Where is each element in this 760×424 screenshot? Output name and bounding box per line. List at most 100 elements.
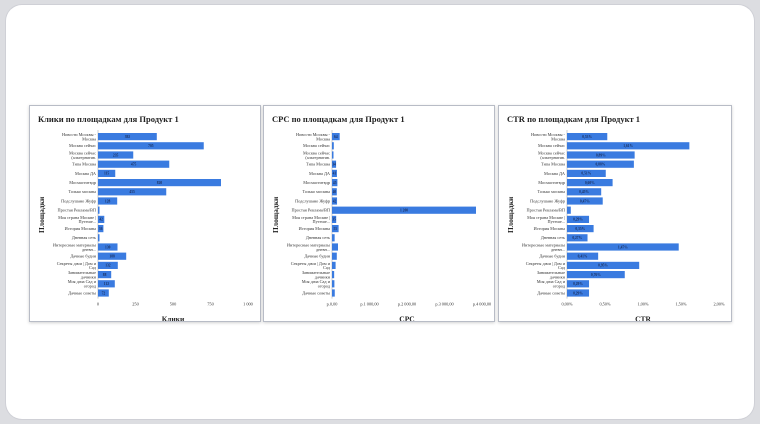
category-label: Интересные материалы дневн...	[522, 242, 565, 251]
x-tick-label: 1,50%	[675, 302, 687, 308]
category-label: Моя дача Сад и огород	[302, 279, 331, 288]
bar	[332, 215, 337, 223]
x-tick-label: 0,50%	[599, 302, 611, 308]
data-label: 45	[333, 181, 337, 185]
x-tick-label: 250	[132, 302, 138, 307]
bar	[98, 225, 104, 233]
category-label: Занимательные дачники	[302, 270, 331, 279]
bar	[567, 179, 613, 187]
data-label: 1 200	[400, 209, 408, 213]
category-label: Моя страна Москве | Путеше...	[527, 215, 565, 224]
bar	[98, 142, 204, 150]
data-label: 0,29%	[573, 291, 583, 295]
chart-panel-clicks: Клики по площадкам для Продукт 1 Площадки…	[29, 105, 261, 322]
data-label: 115	[104, 172, 109, 176]
bar	[567, 206, 571, 214]
data-label: 112	[104, 282, 109, 286]
category-label: Занимательные дачники	[68, 270, 97, 279]
data-label: 235	[113, 153, 119, 157]
bar	[98, 160, 170, 168]
category-label: Простая Реклама/ВП	[527, 208, 565, 213]
data-label: 188	[109, 255, 115, 259]
data-label: 705	[148, 144, 154, 148]
category-label: Москва ДА	[309, 171, 331, 176]
category-label: Москва сейчас	[69, 143, 96, 148]
bar	[332, 197, 338, 205]
data-label: 128	[105, 199, 111, 203]
data-label: 0,76%	[591, 273, 601, 277]
bar	[98, 280, 115, 288]
bar	[98, 234, 100, 242]
y-axis-label: Площадки	[37, 196, 46, 233]
category-label: Новости Москвы -Москва	[62, 132, 97, 141]
category-label: Простая Реклама/ВП	[292, 208, 330, 213]
bar	[98, 243, 118, 251]
category-label: Только москвы	[69, 189, 97, 194]
data-label: 0,95%	[598, 264, 608, 268]
x-tick-label: 750	[207, 302, 213, 307]
data-label: 0,47%	[580, 199, 590, 203]
bar	[332, 151, 334, 159]
category-label: Секреты дачи | Дом и Сад	[57, 261, 97, 270]
bar	[567, 271, 625, 279]
bar	[567, 188, 602, 196]
category-label: Мосмаститвдр	[69, 180, 96, 185]
category-label: Дневная сеть	[541, 235, 565, 240]
category-label: Подслушано Жуфр	[61, 198, 96, 203]
data-label: 0,88%	[595, 163, 605, 167]
bar	[98, 215, 105, 223]
bar	[332, 206, 476, 214]
chart-title: CPC по площадкам для Продукт 1	[272, 114, 405, 124]
bar	[332, 160, 337, 168]
data-label: 0,29%	[573, 282, 583, 286]
bar	[332, 252, 337, 260]
bar	[98, 252, 127, 260]
data-label: 0,29%	[573, 218, 583, 222]
bar	[98, 289, 109, 297]
bar	[98, 271, 112, 279]
x-tick-label: р.1 000,00	[360, 302, 378, 308]
category-label: Только москвы	[538, 189, 566, 194]
bar	[567, 169, 606, 177]
bar	[98, 261, 118, 269]
bar	[332, 169, 337, 177]
x-tick-label: р.0,00	[327, 302, 338, 308]
category-label: Москва сейчас (альтернатив.	[538, 150, 565, 159]
data-label: 0,53%	[582, 135, 592, 139]
category-label: История Москвы	[65, 226, 96, 231]
clicks-chart: Клики по площадкам для Продукт 1 Площадки…	[37, 114, 253, 321]
bar	[98, 188, 167, 196]
category-label: Дневная сеть	[306, 235, 330, 240]
data-label: 36	[99, 227, 103, 231]
category-label: Моя дача Сад и огород	[537, 279, 566, 288]
x-tick-label: 1 000	[243, 302, 253, 307]
x-tick-label: 0	[97, 302, 99, 307]
category-label: Подслушано Жуфр	[530, 198, 565, 203]
bar	[332, 142, 334, 150]
category-label: Новости Москвы -Москва	[531, 132, 566, 141]
category-label: Дачные будни	[539, 254, 565, 259]
data-label: 72	[102, 291, 106, 295]
bar	[332, 179, 338, 187]
category-label: Дневная сеть	[72, 235, 96, 240]
bar	[567, 151, 635, 159]
data-label: 42	[333, 199, 337, 203]
data-label: 55	[334, 227, 338, 231]
category-label: Москва сейчас (альтернатив.	[69, 150, 96, 159]
x-tick-label: 1,00%	[637, 302, 649, 308]
bar	[567, 243, 679, 251]
y-axis-label: Площадки	[271, 196, 280, 233]
x-tick-label: 500	[170, 302, 176, 307]
data-label: 392	[125, 135, 131, 139]
category-label: Типа Москва	[306, 162, 330, 167]
bar	[332, 225, 339, 233]
category-label: Моя страна Москве | Путеше...	[292, 215, 330, 224]
chart-panel-cpc: CPC по площадкам для Продукт 1 Площадки Но…	[263, 105, 495, 322]
data-label: 42	[99, 218, 103, 222]
bar	[98, 197, 118, 205]
category-label: Дачные советы	[302, 290, 330, 295]
bar	[332, 271, 335, 279]
category-label: Дачные советы	[537, 290, 565, 295]
bar	[567, 160, 634, 168]
category-label: Моя страна Москве | Путеше...	[58, 215, 96, 224]
